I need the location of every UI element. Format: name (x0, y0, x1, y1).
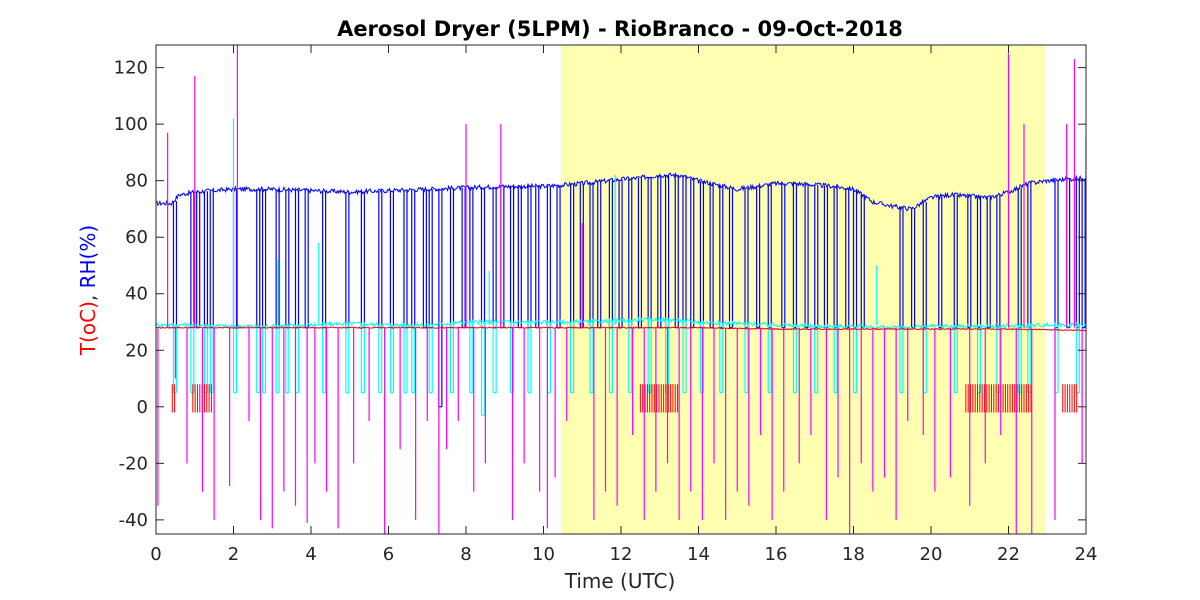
x-tick-label: 10 (532, 544, 555, 565)
y-tick-label: 0 (137, 397, 148, 418)
spike-series (157, 45, 1086, 534)
x-tick-label: 16 (765, 544, 788, 565)
series-line (156, 326, 1086, 332)
x-tick-label: 2 (228, 544, 239, 565)
rh-secondary-series (156, 118, 1086, 416)
y-axis-label-part: , (76, 288, 100, 301)
x-tick-label: 12 (610, 544, 633, 565)
x-tick-label: 0 (150, 544, 161, 565)
x-axis-label: Time (UTC) (564, 569, 676, 593)
x-tick-label: 4 (305, 544, 316, 565)
x-tick-label: 20 (920, 544, 943, 565)
y-axis-ticks: -40 -20 0 20 40 60 80 100 120 (114, 58, 1086, 531)
shaded-region (560, 45, 1046, 534)
y-tick-label: -20 (119, 453, 148, 474)
y-axis-label: T(oC), RH(%) (76, 225, 100, 356)
y-axis-label-part: T(oC) (76, 301, 100, 356)
y-tick-label: 120 (114, 58, 148, 79)
y-tick-label: 40 (125, 284, 148, 305)
series-line (156, 315, 1086, 332)
y-axis-label-part: RH(%) (76, 225, 100, 289)
y-tick-label: 100 (114, 114, 148, 135)
y-tick-label: 80 (125, 171, 148, 192)
y-tick-label: 60 (125, 227, 148, 248)
chart-title: Aerosol Dryer (5LPM) - RioBranco - 09-Oc… (337, 17, 903, 41)
x-axis-ticks: 0 2 4 6 8 10 12 14 16 18 20 22 24 (150, 45, 1097, 565)
x-tick-label: 6 (383, 544, 394, 565)
x-tick-label: 18 (842, 544, 865, 565)
x-tick-label: 24 (1075, 544, 1098, 565)
y-tick-label: -40 (119, 510, 148, 531)
x-tick-label: 8 (460, 544, 471, 565)
x-tick-label: 22 (997, 544, 1020, 565)
data-layer (156, 45, 1086, 534)
plot-area (155, 44, 1087, 535)
y-tick-label: 20 (125, 340, 148, 361)
x-tick-label: 14 (687, 544, 710, 565)
series-line (156, 172, 1086, 211)
